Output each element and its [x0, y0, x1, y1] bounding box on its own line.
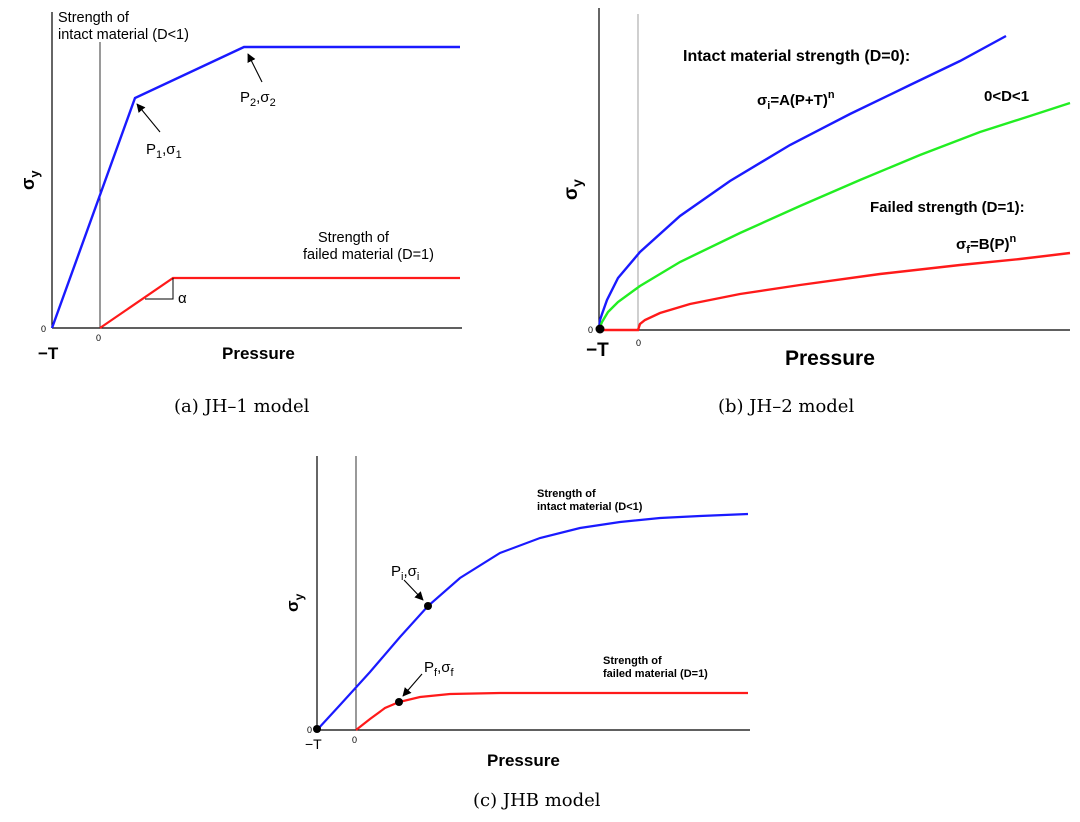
panel-a-tick-zero-y: 0	[41, 324, 46, 334]
panel-b-failed-equation: σf=B(P)n	[956, 233, 1017, 256]
panel-b-mid-label: 0<D<1	[984, 88, 1029, 105]
panel-a-intact-label-line2: intact material (D<1)	[58, 27, 189, 43]
panel-a-xlabel: Pressure	[222, 344, 295, 363]
panel-b-tick-zero-x: 0	[636, 338, 641, 348]
panel-c-tick-zero-y: 0	[307, 725, 312, 735]
panel-c-origin-point	[313, 725, 321, 733]
panel-b-caption: (b) JH–2 model	[718, 396, 854, 417]
panel-c-failed-label-line1: Strength of	[603, 655, 662, 667]
panel-a-p1-arrow	[136, 103, 161, 133]
panel-a-failed-curve	[99, 276, 460, 329]
panel-c-failed-label-line2: failed material (D=1)	[603, 668, 708, 680]
panel-a-intact-label-line1: Strength of	[58, 10, 130, 26]
panel-c-caption: (c) JHB model	[473, 790, 601, 811]
panel-c-tick-zero-x: 0	[352, 735, 357, 745]
panel-a-p2-label: P2,σ2	[240, 89, 276, 109]
panel-c-intact-curve	[316, 512, 749, 731]
panel-a-caption: (a) JH–1 model	[174, 396, 310, 417]
panel-c-jhb: Pi,σi Pf,σf Strength of intact material …	[283, 456, 750, 811]
panel-c-failed-curve	[355, 691, 748, 731]
panel-c-intact-point	[424, 602, 432, 610]
panel-b-jh2: Intact material strength (D=0): σi=A(P+T…	[561, 8, 1071, 417]
panel-b-failed-heading: Failed strength (D=1):	[870, 199, 1025, 216]
panel-a-jh1: α Strength of intact material (D<1) Stre…	[18, 10, 462, 417]
panel-c-pi-label: Pi,σi	[391, 563, 419, 583]
panel-a-p1-label: P1,σ1	[146, 141, 182, 161]
panel-b-xlabel: Pressure	[785, 347, 875, 370]
panel-a-failed-label-line1: Strength of	[318, 230, 390, 246]
panel-a-slope-indicator	[145, 278, 174, 300]
panel-b-failed-curve	[599, 251, 1071, 332]
panel-c-pi-arrow	[403, 579, 424, 601]
panel-c-failed-point	[395, 698, 403, 706]
panel-c-pf-label: Pf,σf	[424, 659, 455, 679]
panel-a-ylabel: σy	[18, 170, 42, 190]
panel-a-slope-label: α	[178, 290, 187, 307]
panel-b-tick-zero-y: 0	[588, 325, 593, 335]
panel-b-tick-minus-t: −T	[586, 340, 609, 361]
panel-a-p2-arrow	[247, 53, 263, 83]
panel-b-origin-point	[595, 324, 605, 334]
panel-b-intact-curve	[597, 34, 1007, 331]
panel-c-intact-label-line1: Strength of	[537, 488, 596, 500]
panel-c-intact-label-line2: intact material (D<1)	[537, 501, 643, 513]
panel-a-tick-minus-t: −T	[38, 344, 59, 363]
panel-a-failed-label-line2: failed material (D=1)	[303, 247, 434, 263]
panel-b-intact-equation: σi=A(P+T)n	[757, 89, 835, 112]
panel-c-xlabel: Pressure	[487, 751, 560, 770]
panel-c-tick-minus-t: −T	[305, 736, 322, 752]
panel-b-intact-heading: Intact material strength (D=0):	[683, 48, 910, 65]
panel-a-intact-curve	[50, 45, 460, 329]
panel-a-tick-zero-x: 0	[96, 333, 101, 343]
panel-c-ylabel: σy	[283, 593, 306, 612]
panel-b-damaged-curve	[597, 101, 1071, 331]
panel-b-ylabel: σy	[561, 179, 585, 200]
panel-c-pf-arrow	[402, 673, 423, 697]
